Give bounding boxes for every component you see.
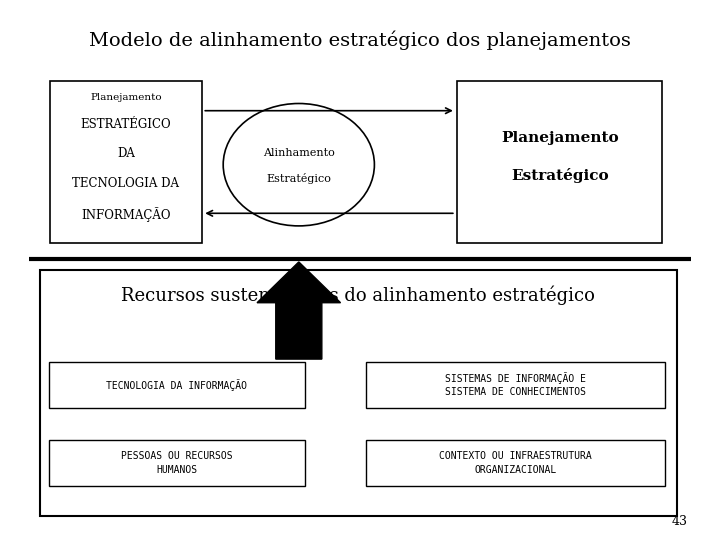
Bar (366, 362, 665, 408)
Ellipse shape (223, 104, 374, 226)
Text: 43: 43 (672, 515, 688, 528)
Text: ESTRATÉGICO: ESTRATÉGICO (81, 118, 171, 131)
Text: Planejamento: Planejamento (501, 131, 618, 145)
Bar (50, 81, 202, 243)
Text: TECNOLOGIA DA: TECNOLOGIA DA (73, 177, 179, 190)
Text: Estratégico: Estratégico (266, 173, 331, 184)
Text: TECNOLOGIA DA INFORMAÇÃO: TECNOLOGIA DA INFORMAÇÃO (107, 379, 247, 391)
Text: Modelo de alinhamento estratégico dos planejamentos: Modelo de alinhamento estratégico dos pl… (89, 31, 631, 50)
Text: Estratégico: Estratégico (511, 168, 608, 183)
Text: CONTEXTO OU INFRAESTRUTURA
ORGANIZACIONAL: CONTEXTO OU INFRAESTRUTURA ORGANIZACIONA… (438, 451, 592, 475)
Text: Alinhamento: Alinhamento (263, 148, 335, 158)
Bar (366, 440, 665, 486)
Bar (49, 362, 305, 408)
Text: SISTEMAS DE INFORMAÇÃO E
SISTEMA DE CONHECIMENTOS: SISTEMAS DE INFORMAÇÃO E SISTEMA DE CONH… (445, 372, 585, 397)
Text: INFORMAÇÃO: INFORMAÇÃO (81, 207, 171, 222)
Text: DA: DA (117, 147, 135, 160)
Text: Planejamento: Planejamento (90, 93, 162, 102)
Polygon shape (257, 262, 341, 359)
Text: PESSOAS OU RECURSOS
HUMANOS: PESSOAS OU RECURSOS HUMANOS (121, 451, 233, 475)
Text: Recursos sustentadores do alinhamento estratégico: Recursos sustentadores do alinhamento es… (121, 285, 595, 305)
Bar (40, 270, 677, 516)
Bar (457, 81, 662, 243)
Bar (49, 440, 305, 486)
